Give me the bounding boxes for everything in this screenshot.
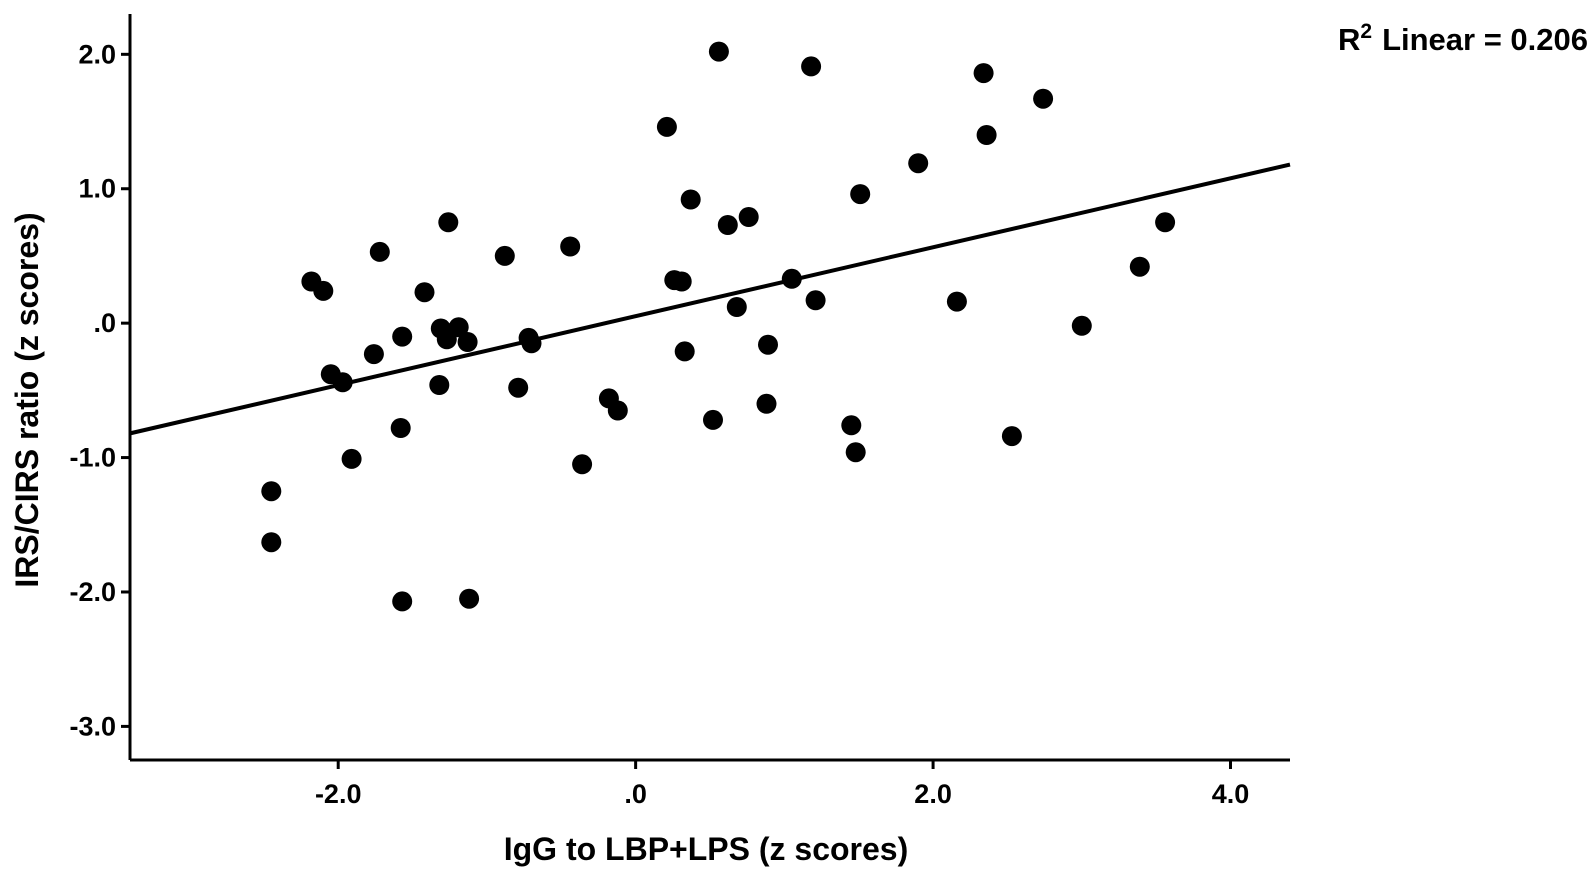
data-point (781, 268, 802, 289)
data-point (572, 454, 593, 475)
data-point (758, 334, 778, 355)
data-point (656, 116, 677, 137)
data-point (341, 448, 362, 469)
data-point (1155, 212, 1176, 233)
data-point (1033, 88, 1054, 109)
r-squared-annotation: R2 Linear = 0.206 (1338, 20, 1588, 57)
data-point (671, 271, 692, 292)
data-point (1001, 426, 1022, 447)
y-axis-title: IRS/CIRS ratio (z scores) (9, 212, 45, 587)
data-point (976, 125, 997, 145)
r-squared-value-text: Linear = 0.206 (1382, 22, 1588, 57)
data-point (756, 393, 777, 414)
data-point (369, 241, 390, 262)
data-point (845, 442, 866, 463)
data-point (313, 280, 334, 301)
fit-line (129, 162, 1291, 436)
x-axis-title: IgG to LBP+LPS (z scores) (504, 831, 909, 867)
data-point (494, 245, 515, 266)
x-tick-label: .0 (624, 779, 647, 809)
data-point (508, 377, 529, 398)
data-point (332, 372, 353, 393)
data-point (261, 532, 282, 553)
data-point (448, 317, 469, 338)
data-point (738, 207, 759, 227)
data-point (708, 41, 729, 62)
data-point (674, 341, 695, 362)
data-point (363, 344, 384, 365)
plot-marks (129, 41, 1291, 612)
x-tick-label: -2.0 (315, 779, 362, 809)
data-point (680, 189, 701, 210)
r-squared-superscript: 2 (1360, 20, 1372, 43)
y-axis-ticks: 2.0 1.0 .0 -1.0 -2.0 -3.0 (69, 39, 130, 741)
data-point (946, 291, 967, 312)
data-point (392, 326, 413, 347)
data-point (457, 332, 478, 352)
data-point (841, 415, 862, 436)
data-point (850, 184, 871, 205)
data-point (717, 215, 738, 235)
data-point (261, 481, 282, 502)
data-point (429, 375, 450, 395)
data-point (1071, 315, 1092, 336)
data-point (459, 588, 480, 609)
data-point (801, 56, 822, 77)
data-point (726, 297, 747, 317)
y-tick-label: -3.0 (69, 711, 116, 741)
data-point (703, 409, 723, 430)
x-tick-label: 4.0 (1212, 779, 1250, 809)
data-point (973, 63, 994, 84)
y-tick-label: -2.0 (69, 577, 116, 607)
data-point (607, 400, 628, 421)
data-point (392, 591, 413, 612)
data-point (1129, 256, 1150, 277)
data-point (560, 236, 581, 257)
y-tick-label: 1.0 (78, 174, 116, 204)
x-tick-label: 2.0 (914, 779, 952, 809)
x-axis-ticks: -2.0 .0 2.0 4.0 (315, 760, 1249, 809)
data-point (438, 212, 459, 233)
y-tick-label: .0 (93, 308, 116, 338)
data-point (805, 290, 826, 311)
data-point (414, 282, 435, 303)
data-point (390, 418, 411, 438)
r-squared-label: R (1338, 22, 1360, 57)
y-tick-label: -1.0 (69, 443, 116, 473)
y-tick-label: 2.0 (78, 39, 116, 69)
data-point (908, 153, 929, 174)
data-point (521, 333, 542, 354)
